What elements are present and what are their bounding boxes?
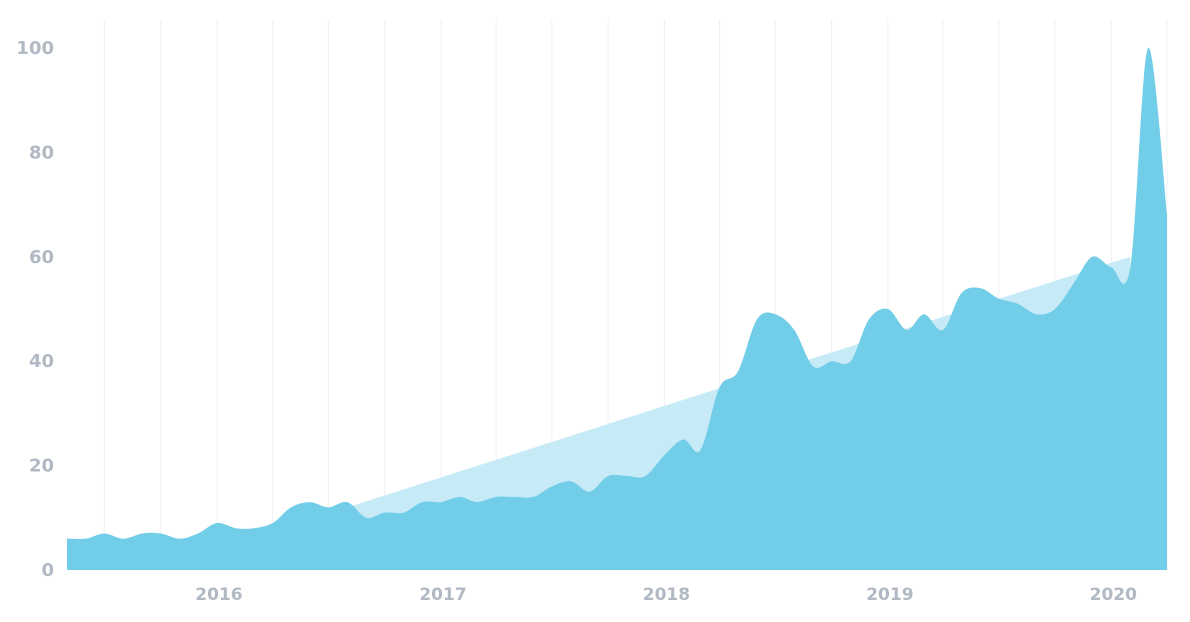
x-tick-label: 2019 xyxy=(866,585,913,605)
y-axis-ticks: 0 20 40 60 80 100 xyxy=(16,38,54,581)
y-tick-label: 0 xyxy=(41,560,54,581)
x-tick-label: 2020 xyxy=(1090,585,1137,605)
y-tick-label: 100 xyxy=(16,38,54,59)
x-axis-ticks: 2016 2017 2018 2019 2020 xyxy=(195,585,1137,605)
y-tick-label: 40 xyxy=(29,351,54,372)
y-tick-label: 80 xyxy=(29,142,54,163)
y-tick-label: 60 xyxy=(29,247,54,268)
y-tick-label: 20 xyxy=(29,456,54,477)
x-tick-label: 2017 xyxy=(419,585,466,605)
series-area xyxy=(67,47,1167,570)
x-tick-label: 2016 xyxy=(195,585,242,605)
x-tick-label: 2018 xyxy=(643,585,690,605)
